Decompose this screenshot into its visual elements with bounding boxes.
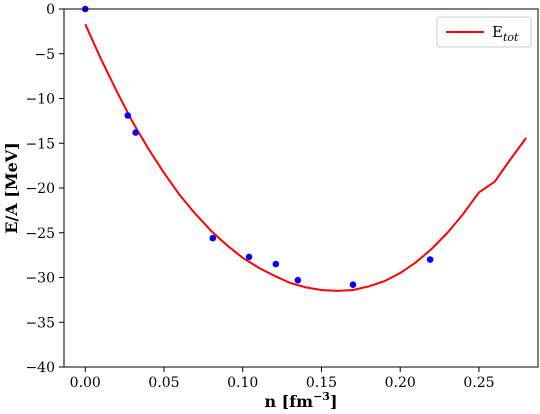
x-tick-label: 0.15: [306, 375, 337, 391]
y-tick-label: −25: [25, 226, 55, 242]
y-tick-label: −10: [25, 92, 55, 108]
y-tick-label: −30: [25, 271, 55, 287]
x-axis: 0.00 0.05 0.10 0.15 0.20 0.25: [70, 367, 495, 391]
x-tick-label: 0.20: [385, 375, 416, 391]
x-tick-label: 0.05: [148, 375, 179, 391]
x-tick-label: 0.10: [227, 375, 258, 391]
y-tick-label: −15: [25, 136, 55, 152]
plot-frame: [63, 8, 539, 368]
x-axis-label: n [fm−3]: [264, 390, 337, 411]
y-axis: 0 −5 −10 −15 −20 −25 −30 −35 −40: [25, 2, 64, 376]
data-point: [209, 234, 217, 242]
x-tick-label: 0.25: [463, 375, 494, 391]
data-point: [426, 256, 434, 263]
y-tick-label: −20: [25, 181, 55, 197]
fit-curve-e-tot: [84, 23, 527, 292]
x-tick-label: 0.00: [70, 375, 101, 391]
plot-area: [81, 5, 527, 292]
data-point: [124, 112, 132, 119]
data-point: [294, 276, 302, 284]
y-axis-label: E/A [MeV]: [2, 142, 21, 233]
x-axis-label-close: ]: [330, 392, 338, 411]
x-axis-label-sup: −3: [313, 390, 330, 403]
y-tick-label: −5: [34, 47, 55, 63]
legend-entry-main: E: [492, 23, 503, 41]
y-tick-label: 0: [46, 2, 55, 18]
y-tick-label: −40: [25, 360, 55, 376]
data-point: [132, 129, 139, 136]
data-point: [349, 281, 357, 288]
legend-entry-sub: tot: [503, 31, 519, 44]
y-tick-label: −35: [25, 315, 55, 331]
legend-entry-label: Etot: [492, 23, 519, 44]
legend: Etot: [436, 16, 532, 48]
data-point: [245, 253, 253, 261]
data-point: [272, 260, 280, 268]
x-axis-label-main: n [fm: [264, 392, 313, 411]
